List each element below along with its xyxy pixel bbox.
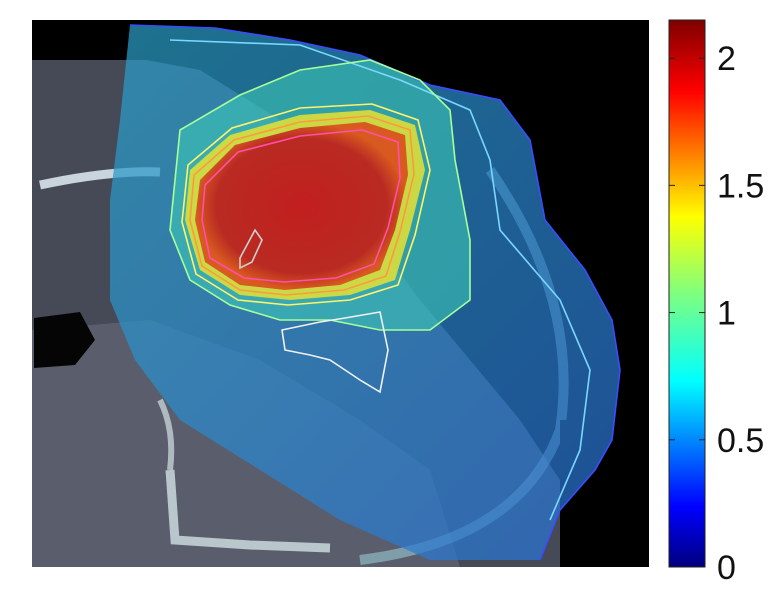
- ct-air-cavity: [34, 312, 95, 368]
- isodose-line-magenta: [201, 129, 401, 283]
- isodose-contours: [129, 24, 621, 561]
- isodose-line-orange: [189, 115, 415, 296]
- isodose-line-green: [169, 59, 471, 331]
- structure-outline-white: [281, 311, 389, 394]
- ct-image-panel: [32, 20, 649, 567]
- colorbar-tick-label: 0.5: [717, 422, 764, 460]
- structure-outline-grey: [239, 228, 263, 270]
- ct-bone-line-3: [157, 398, 175, 471]
- colorbar-tick-label: 1.5: [717, 167, 764, 205]
- colorbar: 0 0.5 1 1.5 2: [668, 19, 764, 587]
- isodose-line-blue: [129, 24, 621, 561]
- ct-bone-line-2: [165, 469, 331, 553]
- dose-region-max: [195, 122, 408, 290]
- colorbar-tick-label: 2: [717, 40, 736, 78]
- colorbar-tick-label: 1: [717, 295, 736, 333]
- isodose-line-yellow: [181, 103, 431, 306]
- colorbar-ticks: 0 0.5 1 1.5 2: [669, 40, 764, 587]
- colorbar-gradient: [668, 19, 706, 568]
- colorbar-tick-label: 0: [717, 549, 736, 587]
